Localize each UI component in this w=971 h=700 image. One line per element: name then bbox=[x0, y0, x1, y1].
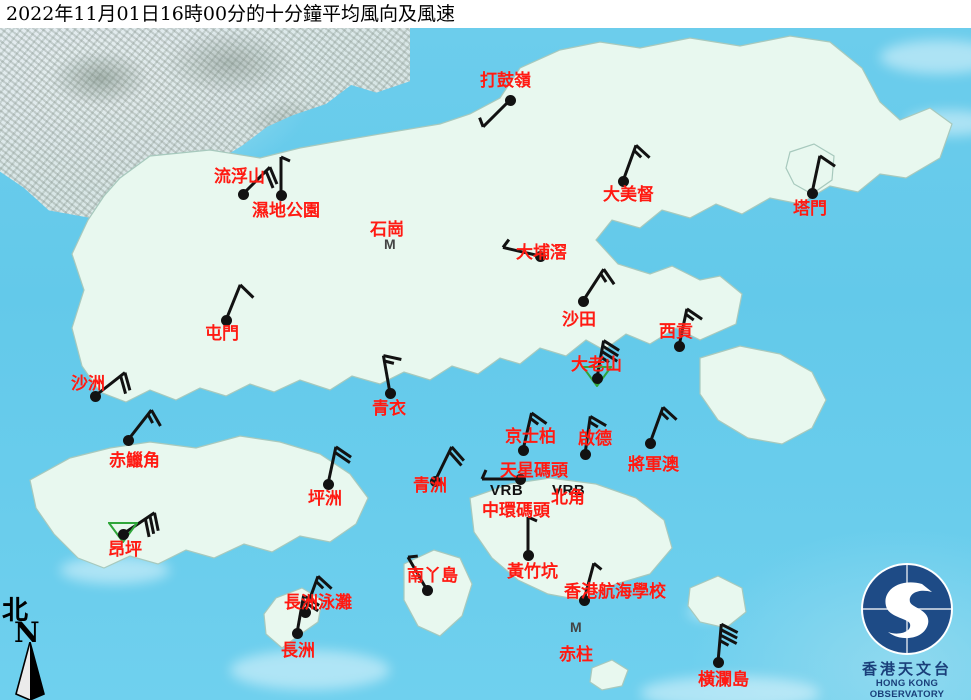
exposed-station-triangle-icon bbox=[582, 365, 612, 387]
title-bar: 2022年11月01日16時00分的十分鐘平均風向及風速 bbox=[0, 0, 971, 28]
station-label: 長洲 bbox=[281, 641, 315, 661]
compass-label-cn: 北 bbox=[2, 596, 29, 626]
station-label: 坪洲 bbox=[308, 489, 342, 509]
station-dot-icon bbox=[522, 549, 534, 561]
station-dot-icon bbox=[384, 387, 396, 399]
station-label: 流浮山 bbox=[214, 167, 265, 187]
variable-wind-marker: VRB bbox=[552, 482, 586, 499]
station-label: 昂坪 bbox=[108, 540, 142, 560]
station-dot-icon bbox=[117, 528, 129, 540]
station-dot-icon bbox=[421, 584, 433, 596]
station-dot-icon bbox=[673, 340, 685, 352]
station-label: 青衣 bbox=[372, 399, 406, 419]
station-label: 屯門 bbox=[205, 324, 239, 344]
station-label: 塔門 bbox=[793, 199, 827, 219]
station-dot-icon bbox=[591, 372, 603, 384]
station-dot-icon bbox=[299, 606, 311, 618]
compass-rose: 北 N bbox=[2, 590, 62, 700]
station-dot-icon bbox=[322, 478, 334, 490]
station-label: 打鼓嶺 bbox=[480, 71, 531, 91]
station-label: 大美督 bbox=[603, 185, 654, 205]
compass-label-en: N bbox=[14, 616, 40, 649]
station-label: 黃竹坑 bbox=[507, 562, 558, 582]
station-label: 天星碼頭 bbox=[500, 461, 568, 481]
station-dot-icon bbox=[617, 175, 629, 187]
station-dot-icon bbox=[534, 250, 546, 262]
north-arrow-icon bbox=[15, 642, 45, 700]
station-label: 北角 bbox=[551, 488, 585, 508]
station-dot-icon bbox=[577, 295, 589, 307]
station-label: 香港航海學校 bbox=[564, 582, 666, 602]
station-label: 西貢 bbox=[659, 322, 693, 342]
station-dot-icon bbox=[504, 94, 516, 106]
station-dot-icon bbox=[122, 434, 134, 446]
station-label: 南丫島 bbox=[407, 566, 458, 586]
station-label: 中環碼頭 bbox=[482, 501, 550, 521]
station-label: 赤鱲角 bbox=[109, 451, 160, 471]
station-label: 赤柱 bbox=[559, 645, 593, 665]
station-label: 濕地公園 bbox=[252, 201, 320, 221]
station-dot-icon bbox=[578, 594, 590, 606]
station-label: 將軍澳 bbox=[628, 455, 679, 475]
station-label: 京士柏 bbox=[505, 427, 556, 447]
station-dot-icon bbox=[237, 188, 249, 200]
station-dot-icon bbox=[806, 187, 818, 199]
station-label: 大老山 bbox=[571, 355, 622, 375]
station-dot-icon bbox=[644, 437, 656, 449]
station-dot-icon bbox=[517, 444, 529, 456]
station-dot-icon bbox=[291, 627, 303, 639]
station-dot-icon bbox=[89, 390, 101, 402]
hko-logo-text-cn: 香港天文台 bbox=[861, 660, 952, 678]
missing-data-marker: M bbox=[570, 619, 582, 635]
exposed-station-triangle-icon bbox=[108, 521, 138, 543]
station-dot-icon bbox=[712, 656, 724, 668]
missing-data-marker: M bbox=[384, 236, 396, 252]
page-title: 2022年11月01日16時00分的十分鐘平均風向及風速 bbox=[6, 3, 456, 25]
station-label: 長洲泳灘 bbox=[284, 593, 352, 613]
hko-logo-icon bbox=[861, 563, 953, 655]
hko-logo-text-en: HONG KONG OBSERVATORY bbox=[869, 678, 945, 700]
station-dot-icon bbox=[429, 475, 441, 487]
station-label: 青洲 bbox=[413, 476, 447, 496]
station-dot-icon bbox=[220, 314, 232, 326]
variable-wind-marker: VRB bbox=[490, 482, 524, 499]
hong-kong-landmass bbox=[29, 35, 953, 691]
station-label: 沙洲 bbox=[71, 374, 105, 394]
station-dot-icon bbox=[514, 473, 526, 485]
station-label: 橫瀾島 bbox=[698, 670, 749, 690]
station-label: 沙田 bbox=[562, 310, 596, 330]
station-label: 大埔滘 bbox=[516, 243, 567, 263]
hko-logo: 香港天文台 HONG KONG OBSERVATORY bbox=[848, 562, 966, 700]
station-label: 啟德 bbox=[578, 429, 612, 449]
station-dot-icon bbox=[579, 448, 591, 460]
station-label: 石崗 bbox=[370, 220, 404, 240]
station-dot-icon bbox=[275, 189, 287, 201]
